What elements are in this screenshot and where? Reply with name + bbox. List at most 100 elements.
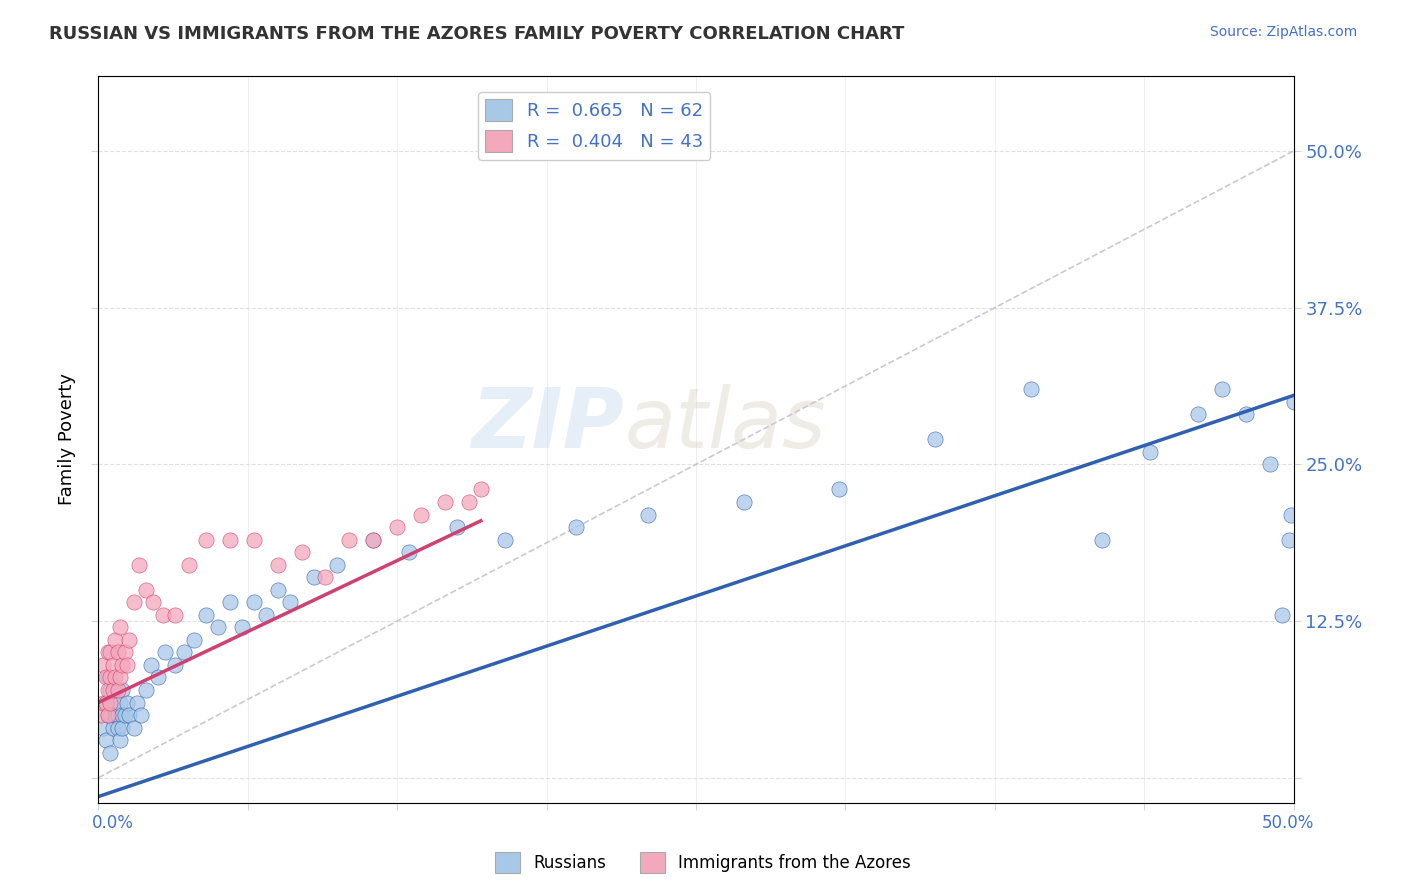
Legend: R =  0.665   N = 62, R =  0.404   N = 43: R = 0.665 N = 62, R = 0.404 N = 43: [478, 92, 710, 160]
Point: [142, 595, 165, 609]
Point: [97, 670, 120, 684]
Point: [207, 620, 229, 634]
Point: [90, 708, 112, 723]
Point: [101, 683, 124, 698]
Point: [94, 696, 117, 710]
Point: [1187, 407, 1209, 421]
Point: [118, 632, 141, 647]
Point: [107, 683, 129, 698]
Point: [163, 657, 186, 672]
Point: [108, 696, 131, 710]
Point: [135, 582, 157, 597]
Point: [1019, 382, 1042, 396]
Point: [111, 721, 134, 735]
Point: [152, 607, 174, 622]
Point: [470, 483, 492, 497]
Point: [108, 733, 131, 747]
Point: [101, 696, 124, 710]
Point: [434, 495, 457, 509]
Point: [1234, 407, 1257, 421]
Point: [115, 657, 138, 672]
Y-axis label: Family Poverty: Family Poverty: [58, 374, 76, 505]
Text: 0.0%: 0.0%: [91, 814, 134, 831]
Point: [179, 558, 201, 572]
Point: [108, 670, 131, 684]
Point: [98, 708, 122, 723]
Point: [326, 558, 349, 572]
Point: [101, 657, 124, 672]
Text: 50.0%: 50.0%: [1263, 814, 1315, 831]
Point: [104, 683, 127, 698]
Point: [114, 645, 136, 659]
Point: [1258, 458, 1281, 472]
Point: [302, 570, 325, 584]
Point: [107, 708, 129, 723]
Point: [1139, 445, 1161, 459]
Point: [111, 708, 134, 723]
Point: [108, 620, 131, 634]
Point: [267, 582, 290, 597]
Point: [1091, 533, 1114, 547]
Point: [219, 595, 242, 609]
Text: RUSSIAN VS IMMIGRANTS FROM THE AZORES FAMILY POVERTY CORRELATION CHART: RUSSIAN VS IMMIGRANTS FROM THE AZORES FA…: [49, 25, 904, 43]
Text: atlas: atlas: [624, 384, 825, 466]
Point: [111, 657, 134, 672]
Point: [219, 533, 242, 547]
Legend: Russians, Immigrants from the Azores: Russians, Immigrants from the Azores: [488, 846, 918, 880]
Point: [828, 483, 851, 497]
Point: [139, 657, 162, 672]
Point: [243, 533, 266, 547]
Point: [125, 696, 148, 710]
Point: [135, 683, 157, 698]
Point: [363, 533, 385, 547]
Point: [107, 645, 129, 659]
Point: [107, 721, 129, 735]
Point: [115, 696, 138, 710]
Point: [339, 533, 361, 547]
Point: [97, 645, 120, 659]
Point: [114, 708, 136, 723]
Point: [104, 632, 127, 647]
Point: [924, 432, 946, 446]
Point: [278, 595, 301, 609]
Point: [98, 683, 122, 698]
Point: [98, 670, 122, 684]
Point: [101, 721, 124, 735]
Point: [94, 670, 117, 684]
Point: [458, 495, 481, 509]
Point: [104, 708, 127, 723]
Point: [637, 508, 659, 522]
Point: [494, 533, 516, 547]
Point: [91, 721, 114, 735]
Point: [98, 645, 122, 659]
Point: [1282, 394, 1305, 409]
Point: [148, 670, 170, 684]
Point: [97, 708, 120, 723]
Point: [1278, 533, 1301, 547]
Point: [363, 533, 385, 547]
Point: [91, 657, 114, 672]
Point: [267, 558, 290, 572]
Point: [195, 533, 218, 547]
Point: [97, 683, 120, 698]
Point: [411, 508, 433, 522]
Point: [183, 632, 205, 647]
Point: [398, 545, 420, 559]
Point: [195, 607, 218, 622]
Point: [118, 708, 141, 723]
Point: [173, 645, 195, 659]
Point: [98, 746, 122, 760]
Point: [1279, 508, 1302, 522]
Point: [446, 520, 468, 534]
Point: [733, 495, 755, 509]
Point: [155, 645, 177, 659]
Point: [291, 545, 314, 559]
Point: [94, 733, 117, 747]
Point: [315, 570, 337, 584]
Point: [385, 520, 409, 534]
Point: [91, 696, 114, 710]
Point: [124, 721, 146, 735]
Point: [1271, 607, 1294, 622]
Point: [128, 558, 150, 572]
Point: [254, 607, 277, 622]
